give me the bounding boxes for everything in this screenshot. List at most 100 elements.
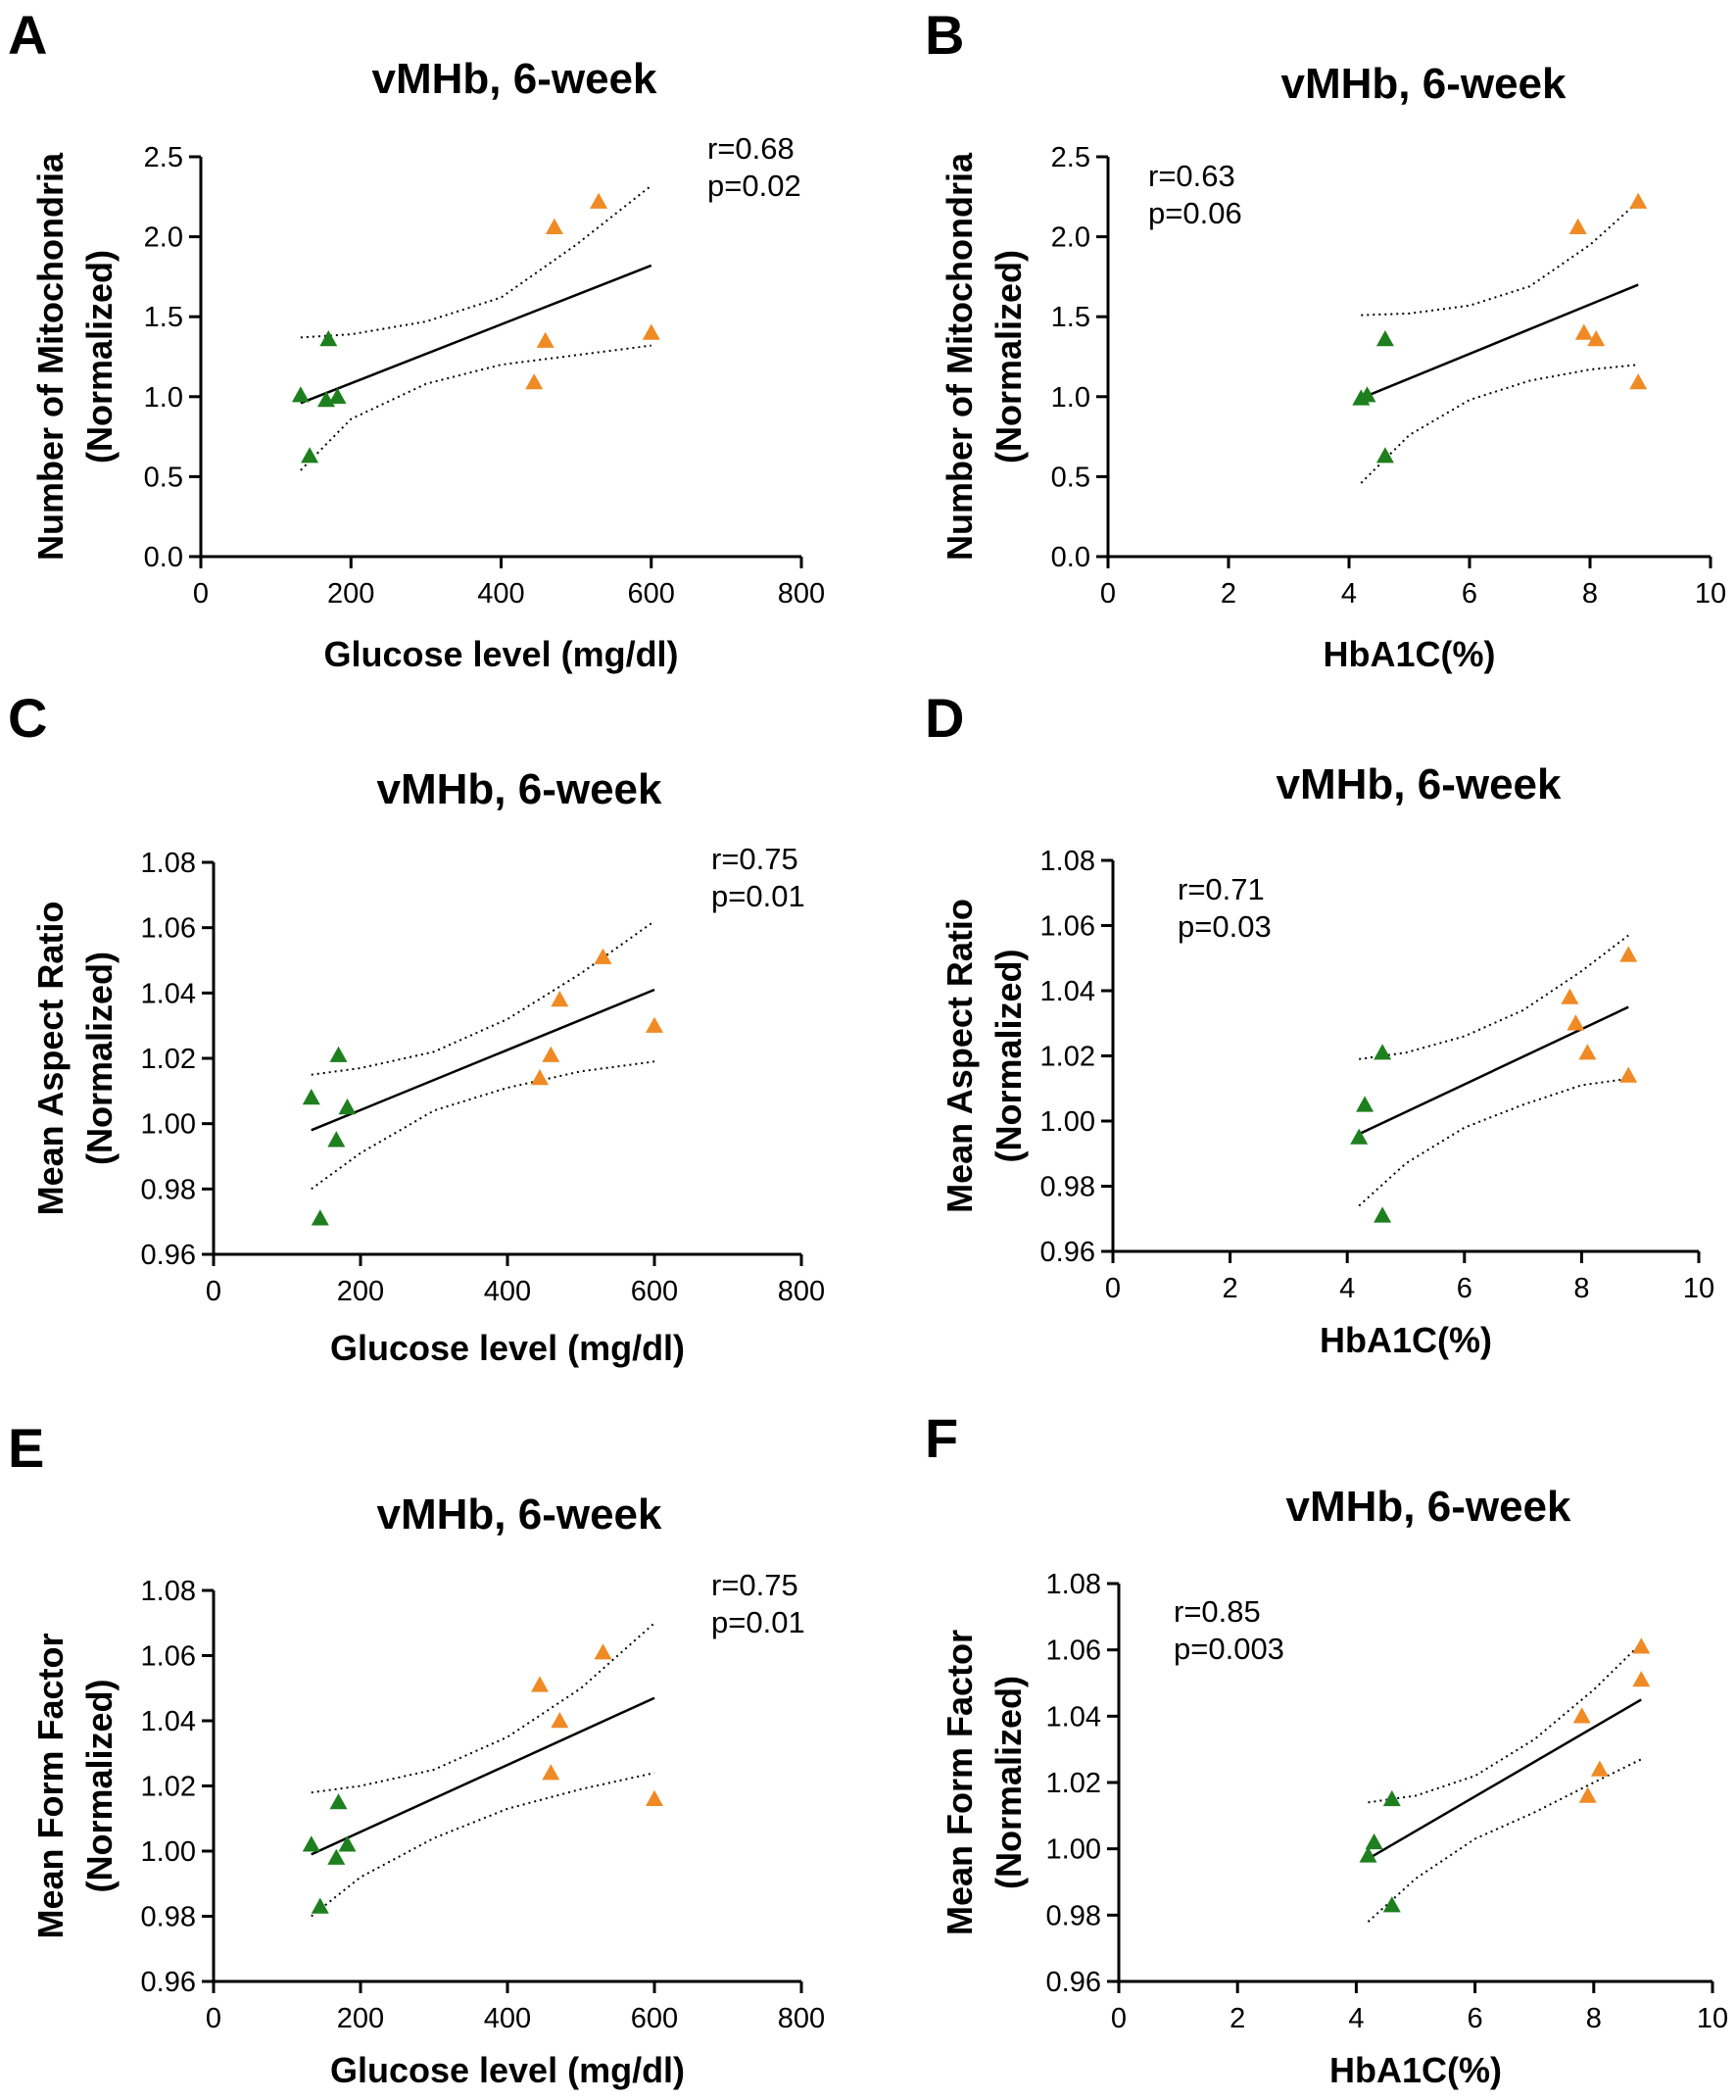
y-tick-label: 1.08 [1046,1569,1101,1600]
x-tick-label: 10 [1683,1273,1714,1304]
x-tick-label: 600 [628,578,675,610]
y-tick-label: 1.06 [141,1641,196,1673]
x-tick-label: 8 [1573,1273,1589,1304]
y-axis-label-unit: (Normalized) [989,250,1029,464]
correlation-r: r=0.71 [1178,872,1265,906]
data-point-orange [1590,1760,1609,1777]
y-tick-label: 2.0 [1051,222,1090,254]
y-tick-label: 1.0 [1051,382,1090,414]
data-point-orange [646,1016,663,1033]
data-point-orange [1568,218,1587,234]
correlation-p: p=0.06 [1148,196,1242,230]
x-tick-label: 10 [1695,578,1726,610]
data-point-orange [542,1764,560,1781]
data-point-green [311,1209,329,1226]
data-point-green [1374,1044,1392,1060]
y-tick-label: 1.08 [141,848,196,879]
y-tick-label: 2.0 [144,222,183,254]
y-tick-label: 2.5 [144,142,183,173]
x-tick-label: 8 [1582,578,1598,610]
x-tick-label: 4 [1348,2003,1364,2034]
y-tick-label: 1.02 [1040,1042,1095,1073]
regression-line [300,264,652,405]
ci-lower-band [311,1772,655,1918]
ci-lower-band [1367,1758,1642,1923]
y-tick-label: 1.04 [141,1706,196,1737]
y-tick-label: 1.00 [141,1109,196,1141]
data-point-orange [1619,1066,1638,1083]
y-tick-label: 0.98 [1046,1900,1101,1931]
y-tick-label: 1.06 [1046,1636,1101,1667]
data-point-orange [1578,1786,1597,1803]
y-axis-label-unit: (Normalized) [79,952,120,1165]
ci-lower-band [1358,1077,1629,1207]
y-axis-label: Mean Form Factor [30,1633,71,1938]
data-point-orange [1629,192,1648,209]
data-point-green [338,1835,357,1852]
y-tick-label: 2.5 [1051,142,1090,173]
panel-label: D [925,687,964,749]
x-tick-label: 2 [1221,578,1236,610]
data-point-orange [1629,373,1648,390]
x-tick-label: 0 [1105,1273,1121,1304]
y-axis-label: Mean Aspect Ratio [30,902,71,1216]
data-point-green [327,1131,346,1148]
y-axis-label: Number of Mitochondria [30,152,71,561]
x-axis-label: Glucose level (mg/dl) [323,634,678,674]
y-tick-label: 0.5 [144,462,183,493]
y-tick-label: 0.98 [1040,1172,1095,1203]
data-point-green [302,1835,320,1852]
x-tick-label: 400 [484,1276,531,1307]
x-tick-label: 2 [1223,1273,1238,1304]
x-tick-label: 0 [206,2003,221,2034]
chart-title: vMHb, 6-week [377,1490,663,1538]
data-point-orange [594,948,612,964]
data-point-green [1374,1206,1392,1223]
x-tick-label: 6 [1457,1273,1472,1304]
ci-lower-band [300,344,651,471]
y-axis-label: Mean Aspect Ratio [940,899,980,1213]
x-tick-label: 400 [477,578,524,610]
x-tick-label: 800 [778,1276,825,1307]
x-tick-label: 600 [631,2003,678,2034]
correlation-p: p=0.03 [1178,909,1272,944]
x-axis-label: Glucose level (mg/dl) [330,2050,685,2090]
data-point-orange [1572,1707,1591,1724]
y-tick-label: 1.5 [1051,302,1090,333]
correlation-r: r=0.75 [711,1568,798,1602]
x-tick-label: 200 [337,1276,384,1307]
data-point-orange [545,218,563,234]
correlation-p: p=0.01 [711,1605,805,1639]
data-point-green [327,1848,346,1865]
data-point-green [338,1099,357,1115]
ci-upper-band [1359,934,1629,1060]
data-point-orange [525,373,544,390]
y-tick-label: 0.5 [1051,462,1090,493]
data-point-green [311,1897,329,1914]
data-point-orange [1567,1014,1585,1031]
data-point-orange [531,1676,549,1692]
x-tick-label: 2 [1230,2003,1245,2034]
x-tick-label: 200 [327,578,374,610]
y-tick-label: 0.98 [141,1174,196,1205]
y-tick-label: 1.08 [1040,846,1095,877]
panel-label: B [925,4,964,66]
panel-label: A [8,4,47,66]
x-tick-label: 4 [1339,1273,1355,1304]
data-point-orange [1561,988,1579,1004]
panel-label: C [8,687,47,749]
data-point-green [1382,1789,1401,1807]
x-tick-label: 200 [337,2003,384,2034]
panel-label: F [925,1407,958,1469]
correlation-p: p=0.01 [711,879,805,913]
x-tick-label: 0 [1100,578,1116,610]
regression-line [1367,1698,1642,1860]
y-tick-label: 1.06 [141,913,196,945]
ci-upper-band [300,184,652,339]
chart-title: vMHb, 6-week [372,55,658,103]
data-point-orange [1578,1044,1597,1060]
